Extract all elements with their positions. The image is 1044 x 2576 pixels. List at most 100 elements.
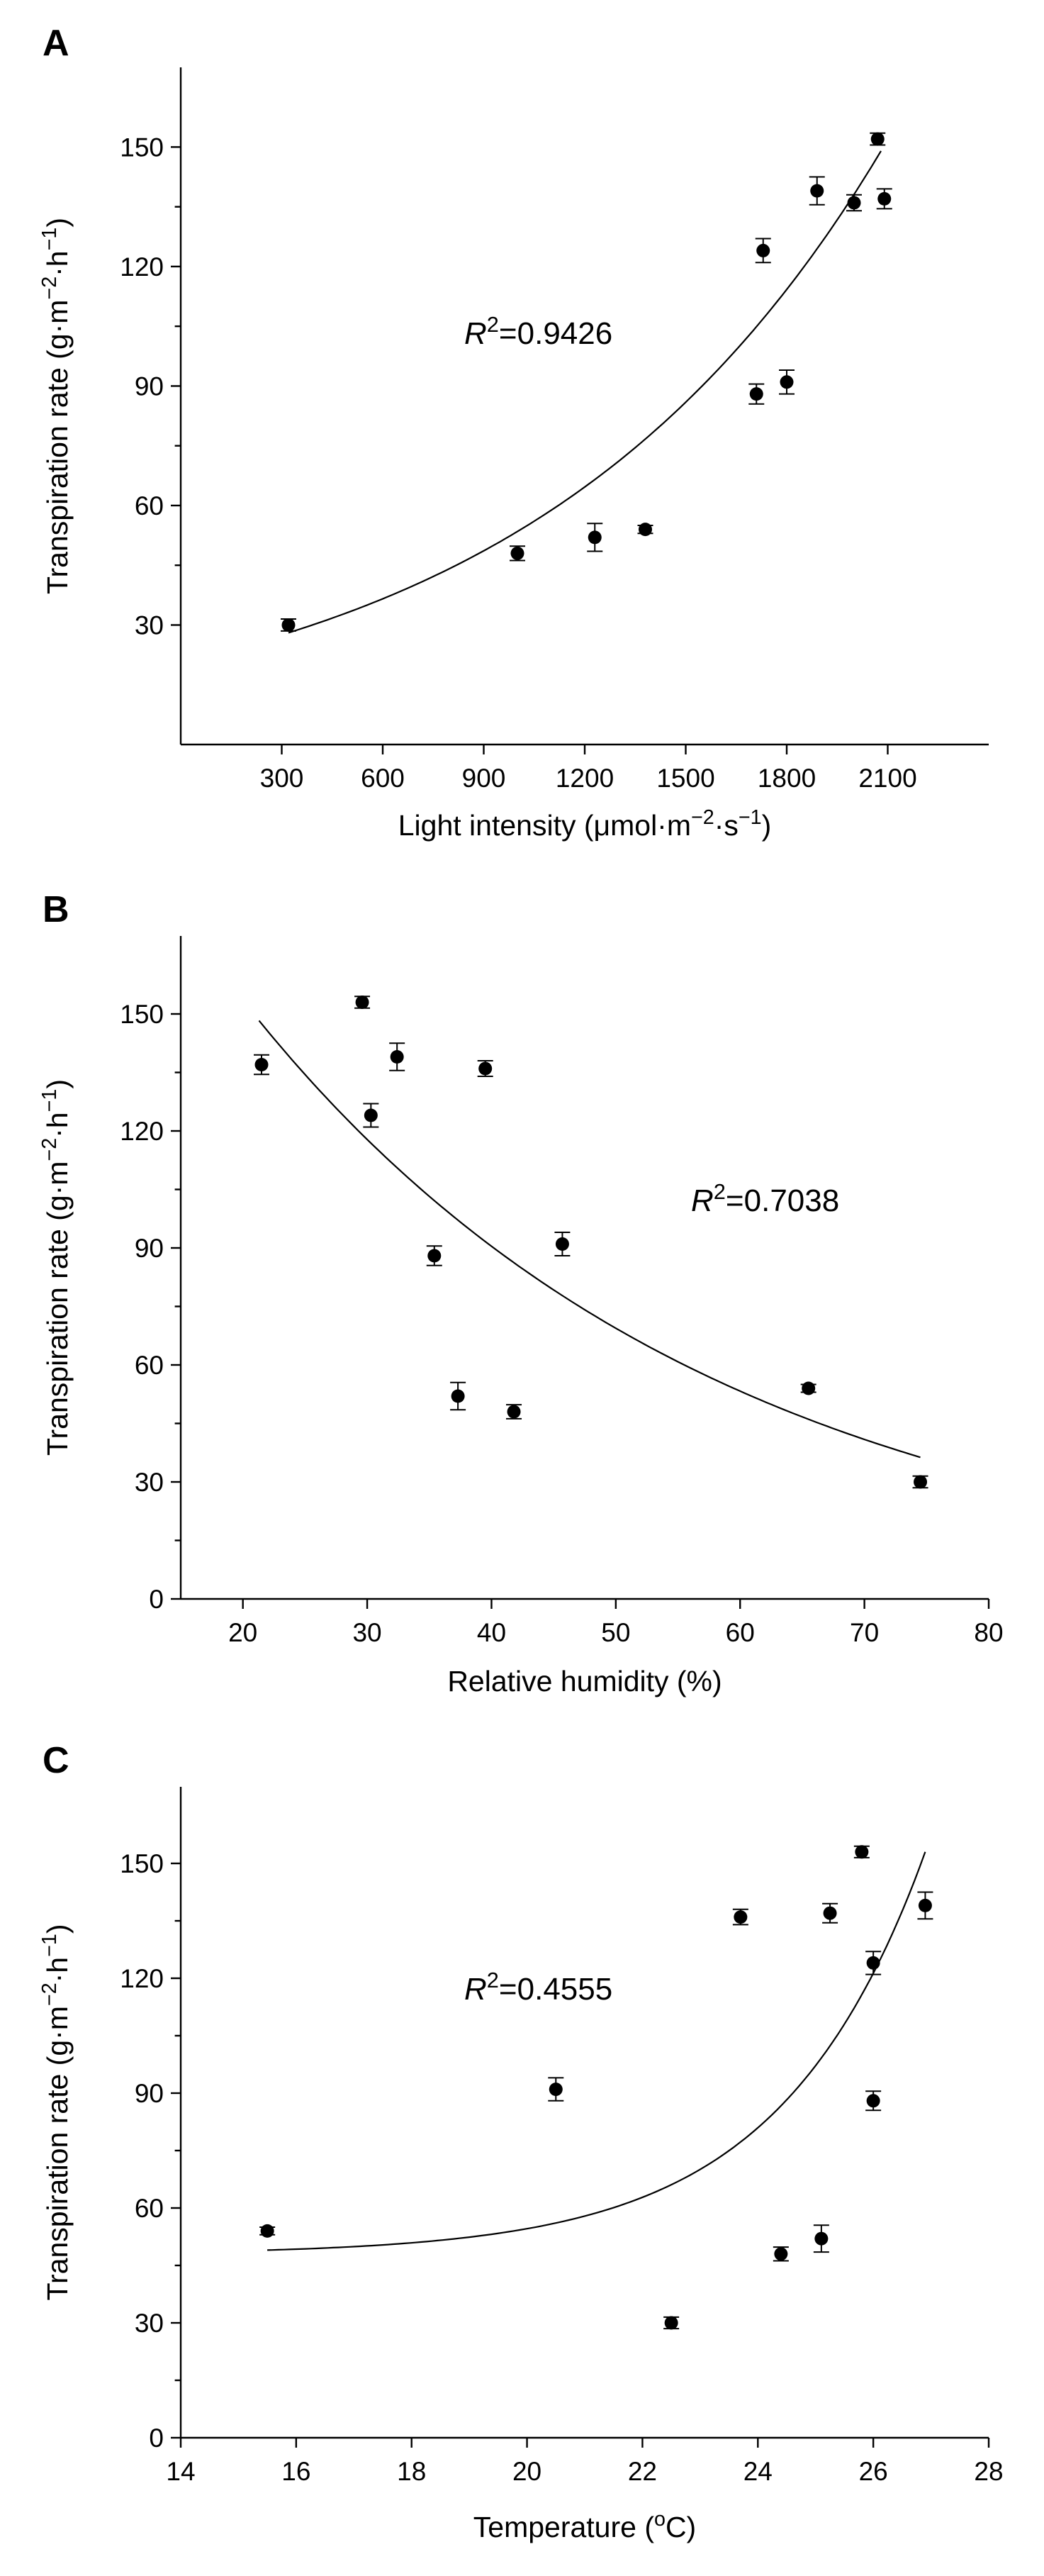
data-point [260, 2224, 274, 2238]
superscript-text: −2 [38, 277, 61, 300]
data-point [555, 1237, 569, 1251]
data-point [478, 1061, 493, 1076]
data-point [451, 1389, 465, 1403]
data-point [549, 2082, 563, 2097]
data-point [814, 2231, 829, 2246]
y-axis-title: Transpiration rate (g·m−2·h−1) [38, 1079, 74, 1456]
x-tick-label: 900 [462, 764, 506, 793]
r2-annotation: R2=0.9426 [464, 312, 612, 352]
data-point [355, 996, 369, 1009]
x-tick-label: 2100 [858, 764, 916, 793]
data-point [847, 196, 861, 210]
superscript-text: −1 [38, 1934, 61, 1957]
x-axis-title: Light intensity (μmol·m−2·s−1) [398, 806, 772, 842]
y-tick-label: 150 [120, 133, 164, 162]
x-axis-title: Relative humidity (%) [447, 1665, 722, 1697]
x-tick-label: 22 [628, 2457, 657, 2486]
data-point [855, 1845, 869, 1859]
x-tick-label: 18 [397, 2457, 426, 2486]
x-tick-label: 28 [974, 2457, 1003, 2486]
data-point-group [354, 996, 371, 1009]
y-axis-title: Transpiration rate (g·m−2·h−1) [38, 218, 74, 594]
x-tick-label: 20 [228, 1618, 257, 1647]
fit-curve [288, 150, 882, 634]
data-point-group [259, 2224, 276, 2238]
x-tick-label: 50 [601, 1618, 630, 1647]
data-point-group [779, 369, 795, 395]
label-text: =0.7038 [726, 1183, 839, 1218]
data-point-group [732, 1908, 748, 1926]
data-point-group [813, 2224, 829, 2253]
label-text: ·h [41, 250, 74, 276]
chart-panel-a: A 30 60 90 120 150 300 600 900 1200 1500 1800 2100 Li… [38, 23, 989, 842]
y-tick-label: 60 [135, 2194, 164, 2223]
data-point-group [426, 1245, 442, 1266]
y-tick-label: 0 [149, 1585, 164, 1614]
data-point [588, 530, 602, 545]
panel-label: C [43, 1740, 69, 1781]
x-tick-label: 80 [974, 1618, 1003, 1647]
y-tick-label: 120 [120, 1964, 164, 1993]
label-text: Temperature ( [473, 2511, 655, 2543]
x-tick-label: 1800 [758, 764, 816, 793]
label-text: Light intensity (μmol·m [398, 809, 691, 842]
superscript-text: 2 [714, 1179, 726, 1204]
label-text: Transpiration rate (g·m [41, 300, 74, 594]
data-point-group [800, 1381, 816, 1395]
data-point-group [389, 1042, 405, 1071]
label-text: R [464, 1972, 487, 2007]
data-point [823, 1906, 837, 1920]
data-point [664, 2316, 678, 2330]
y-tick-label: 90 [135, 372, 164, 401]
data-point [866, 2094, 880, 2108]
label-text: ·h [41, 1957, 74, 1983]
label-text: C) [666, 2511, 696, 2543]
data-point [870, 132, 885, 146]
superscript-text: 2 [487, 312, 499, 337]
data-point-group [773, 2246, 789, 2262]
label-text: R [691, 1183, 714, 1218]
fit-curve [258, 1020, 921, 1459]
x-tick-label: 26 [859, 2457, 888, 2486]
data-point [774, 2247, 788, 2261]
superscript-text: −2 [38, 1983, 61, 2006]
y-tick-label: 120 [120, 1117, 164, 1146]
data-point [877, 191, 892, 206]
y-tick-label: 90 [135, 1234, 164, 1263]
y-tick-label: 60 [135, 491, 164, 520]
data-point [281, 618, 296, 632]
data-point-group [510, 545, 525, 562]
label-text: =0.4555 [499, 1972, 612, 2007]
fit-curve [267, 1851, 926, 2251]
data-point-group [822, 1902, 838, 1924]
x-tick-label: 300 [260, 764, 304, 793]
superscript-text: −1 [38, 1089, 61, 1113]
label-text: ·h [41, 1112, 74, 1137]
x-tick-label: 1200 [556, 764, 614, 793]
data-point [918, 1898, 932, 1912]
superscript-text: −1 [739, 806, 762, 829]
r2-annotation: R2=0.7038 [691, 1179, 839, 1219]
label-text: Transpiration rate (g·m [41, 2006, 74, 2300]
data-point-group [450, 1381, 466, 1411]
superscript-text: −1 [38, 228, 61, 251]
data-point-group [865, 2090, 882, 2112]
chart-panel-c: C 0 30 60 90 120 150 14 16 18 20 22 24 26 28 Temperatur… [38, 1740, 1004, 2543]
superscript-text: −2 [38, 1138, 61, 1161]
x-tick-label: 20 [512, 2457, 541, 2486]
data-point [810, 184, 824, 198]
data-point [639, 523, 652, 537]
data-point-group [637, 523, 653, 537]
data-point-group [548, 2077, 564, 2102]
x-tick-label: 16 [281, 2457, 310, 2486]
superscript-text: o [654, 2508, 666, 2531]
data-point [914, 1475, 928, 1489]
x-tick-label: 60 [726, 1618, 755, 1647]
data-point-group [870, 132, 886, 146]
data-point-group [254, 1054, 269, 1076]
data-point [780, 375, 794, 389]
data-point-group [917, 1891, 933, 1920]
data-point [507, 1405, 521, 1419]
y-tick-label: 60 [135, 1351, 164, 1380]
